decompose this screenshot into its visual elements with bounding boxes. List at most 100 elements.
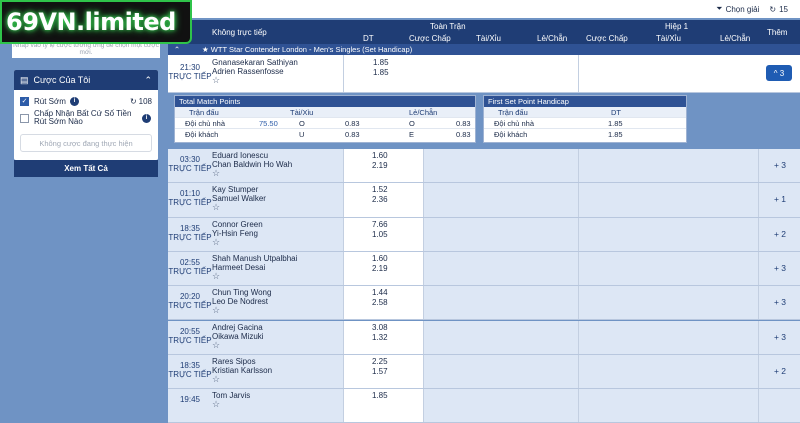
accept-any-cashout-option[interactable]: Chấp Nhận Bất Cứ Số Tiền Rút Sớm Nào i	[14, 108, 158, 128]
odd-away[interactable]: 2.36	[372, 195, 388, 205]
detail-header: Trận đấu DT	[484, 107, 686, 117]
favorite-star-icon[interactable]: ☆	[212, 236, 221, 247]
detail-title: Total Match Points	[175, 96, 475, 107]
match-row: 03:30 TRỰC TIẾP Eduard Ionescu Chan Baldwin…	[168, 149, 800, 184]
kickoff-time: 21:30	[179, 63, 201, 72]
match-time: 18:35 TRỰC TIẾP	[168, 361, 212, 379]
col-match: Không trực tiếp	[212, 28, 267, 37]
more-markets-button[interactable]: + 3	[773, 331, 786, 342]
ou-side: O	[299, 119, 305, 128]
first-set-handicap-table: First Set Point Handicap Trận đấu DT Đội…	[483, 95, 687, 143]
site-logo[interactable]: 69VN.limited	[0, 0, 192, 44]
collapse-icon[interactable]: ⌃	[173, 45, 181, 54]
cashout-checkbox[interactable]: ✓	[20, 96, 29, 106]
favorite-star-icon[interactable]: ☆	[212, 168, 221, 178]
odd-home[interactable]: 2.25	[372, 356, 388, 366]
match-teams: Eduard Ionescu Chan Baldwin Ho Wah ☆	[212, 151, 342, 178]
logo-text: 69VN.limited	[6, 8, 176, 36]
match-teams: Shah Manush Utpalbhai Harmeet Desai ☆	[212, 254, 342, 281]
divider	[343, 354, 344, 389]
more-markets-button[interactable]: + 2	[773, 365, 786, 376]
odd-away[interactable]: 1.05	[372, 229, 388, 239]
cashout-count: 108	[138, 96, 152, 106]
match-time: 01:10 TRỰC TIẾP	[168, 189, 212, 207]
favorite-star-icon[interactable]: ☆	[212, 270, 221, 281]
live-status: TRỰC TIẾP	[168, 301, 212, 311]
more-markets-button[interactable]: + 1	[773, 194, 786, 205]
odd-home[interactable]: 3.08	[372, 322, 388, 332]
favorite-star-icon[interactable]: ☆	[212, 399, 221, 410]
odds-dt: 3.08 1.32	[343, 320, 423, 354]
oe-odd[interactable]: 0.83	[456, 119, 471, 128]
away-team: Leo De Nodrest	[212, 297, 269, 307]
col-over-under-h1: Tài/Xỉu	[656, 34, 681, 43]
odd-away[interactable]: 1.32	[372, 332, 388, 342]
my-bets-header[interactable]: ▤ Cược Của Tôi ⌃	[14, 70, 158, 90]
more-markets-button[interactable]: + 3	[773, 160, 786, 170]
choose-league-button[interactable]: ⏷ Chọn giải	[716, 4, 759, 14]
away-team: Chan Baldwin Ho Wah	[212, 160, 293, 169]
league-header[interactable]: ⌃ ★ WTT Star Contender London - Men's Si…	[168, 44, 800, 55]
divider	[758, 149, 759, 183]
odds-dt: 1.60 2.19	[343, 149, 423, 183]
odd-home[interactable]: 7.66	[372, 219, 388, 229]
favorite-star-icon[interactable]: ☆	[212, 339, 221, 350]
favorite-star-icon[interactable]: ☆	[212, 202, 221, 213]
divider	[423, 183, 424, 217]
odd-home[interactable]: 1.85	[373, 58, 389, 67]
odd-away[interactable]: 2.19	[372, 161, 388, 170]
h-dt: DT	[611, 108, 621, 117]
odd-home[interactable]: 1.85	[372, 391, 388, 401]
favorite-star-icon[interactable]: ☆	[212, 305, 221, 316]
detail-row-away: Đội khách 1.85	[484, 128, 686, 139]
favorite-star-icon[interactable]: ☆	[212, 75, 221, 85]
odd-away[interactable]: 1.57	[372, 366, 388, 376]
ou-odd[interactable]: 0.83	[345, 119, 360, 128]
my-bets-title: Cược Của Tôi	[33, 75, 91, 85]
collapse-more-button[interactable]: ^ 3	[766, 65, 792, 81]
cashout-label: Rút Sớm	[34, 96, 66, 106]
ou-odd[interactable]: 0.83	[345, 130, 360, 139]
info-icon[interactable]: i	[69, 96, 79, 106]
match-time: 02:55 TRỰC TIẾP	[168, 258, 212, 276]
cashout-refresh[interactable]: ↻ 108	[130, 97, 152, 106]
divider	[423, 251, 424, 286]
cashout-option[interactable]: ✓ Rút Sớm i ↻ 108	[14, 94, 158, 108]
kickoff-time: 01:10	[179, 189, 201, 199]
odd-home[interactable]: 1.60	[372, 253, 388, 263]
chevron-up-icon[interactable]: ⌃	[144, 74, 152, 85]
dt-odd[interactable]: 1.85	[608, 130, 623, 139]
match-teams: Chun Ting Wong Leo De Nodrest ☆	[212, 288, 342, 315]
match-teams: Tom Jarvis ☆	[212, 391, 342, 409]
h-match: Trận đấu	[189, 108, 219, 117]
odd-away[interactable]: 2.58	[372, 298, 388, 308]
more-markets-button[interactable]: + 2	[773, 228, 786, 239]
match-row: 18:35 TRỰC TIẾP Connor Green Yi-Hsin Feng ☆ 7…	[168, 217, 800, 252]
refresh-button[interactable]: ↻ 15	[769, 5, 788, 14]
row-label: Đội khách	[494, 130, 528, 139]
odd-home[interactable]: 1.60	[372, 151, 388, 160]
oe-odd[interactable]: 0.83	[456, 130, 471, 139]
odd-home[interactable]: 1.52	[372, 185, 388, 195]
dt-odd[interactable]: 1.85	[608, 119, 623, 128]
odd-away[interactable]: 2.19	[372, 263, 388, 273]
more-markets-button[interactable]: + 3	[773, 297, 786, 308]
accept-any-checkbox[interactable]	[20, 113, 29, 123]
divider	[758, 389, 759, 423]
home-team: Rares Sipos	[212, 356, 256, 366]
match-teams: Andrej Gacina Oikawa Mizuki ☆	[212, 323, 342, 350]
favorite-star-icon[interactable]: ☆	[212, 373, 221, 384]
home-team: Chun Ting Wong	[212, 288, 272, 298]
divider	[578, 217, 579, 251]
live-status: TRỰC TIẾP	[168, 369, 212, 379]
odd-away[interactable]: 1.85	[373, 68, 389, 77]
col-over-under: Tài/Xỉu	[476, 34, 501, 43]
oe-side: O	[409, 119, 415, 128]
info-icon[interactable]: i	[142, 113, 151, 123]
odd-home[interactable]: 1.44	[372, 288, 388, 298]
refresh-icon: ↻	[769, 4, 777, 14]
more-markets-button[interactable]: + 3	[773, 262, 786, 273]
see-all-button[interactable]: Xem Tất Cả	[14, 160, 158, 177]
match-row: 20:20 TRỰC TIẾP Chun Ting Wong Leo De Nodre…	[168, 286, 800, 321]
divider	[343, 217, 344, 251]
